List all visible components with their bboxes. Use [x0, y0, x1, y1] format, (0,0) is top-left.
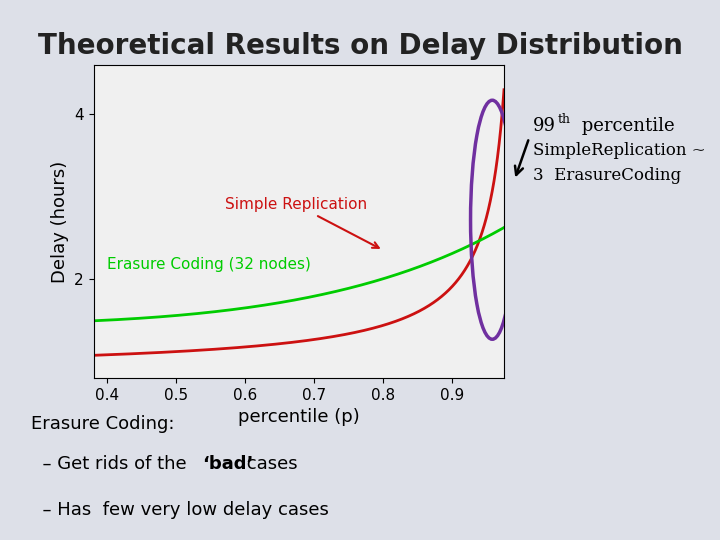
Text: ‘bad’: ‘bad’ — [202, 455, 254, 474]
Text: Erasure Coding:: Erasure Coding: — [31, 415, 175, 433]
Text: Simple Replication: Simple Replication — [225, 197, 379, 248]
Text: – Get rids of the: – Get rids of the — [31, 455, 193, 474]
Text: cases: cases — [241, 455, 297, 474]
X-axis label: percentile (p): percentile (p) — [238, 408, 360, 426]
Text: th: th — [557, 113, 570, 126]
Y-axis label: Delay (hours): Delay (hours) — [50, 160, 68, 282]
Text: Erasure Coding (32 nodes): Erasure Coding (32 nodes) — [107, 256, 311, 272]
Text: 3  ErasureCoding: 3 ErasureCoding — [533, 167, 681, 184]
Text: SimpleReplication ~: SimpleReplication ~ — [533, 143, 706, 159]
Text: Theoretical Results on Delay Distribution: Theoretical Results on Delay Distributio… — [37, 32, 683, 60]
Text: – Has  few very low delay cases: – Has few very low delay cases — [31, 502, 329, 519]
Text: percentile: percentile — [576, 117, 675, 135]
Text: 99: 99 — [533, 117, 556, 135]
